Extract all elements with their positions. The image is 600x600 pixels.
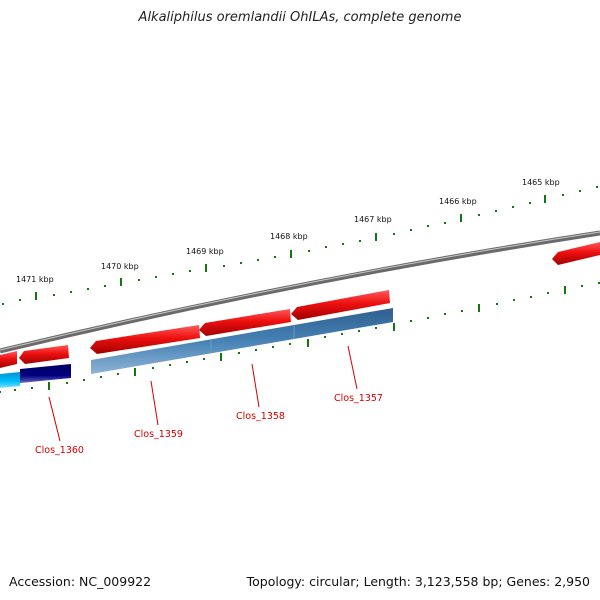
leader-clos-1357 bbox=[347, 345, 358, 390]
map-title: Alkaliphilus oremlandii OhILAs, complete… bbox=[138, 10, 462, 25]
inner-tick-ring bbox=[0, 282, 600, 393]
cds-forward-clos-1359[interactable] bbox=[90, 325, 200, 354]
kbp-label-1466: 1466 kbp bbox=[439, 197, 477, 206]
gene-label-clos-1358[interactable]: Clos_1358 bbox=[236, 411, 285, 422]
cds-forward-right-edge[interactable] bbox=[552, 242, 600, 265]
feature-navy[interactable] bbox=[20, 364, 71, 383]
cds-forward-clos-1358[interactable] bbox=[199, 309, 291, 336]
gene-label-clos-1360[interactable]: Clos_1360 bbox=[35, 445, 84, 456]
accession-text: Accession: NC_009922 bbox=[9, 574, 152, 589]
leader-clos-1359 bbox=[150, 380, 159, 426]
leader-clos-1360 bbox=[48, 396, 61, 442]
cds-forward-small[interactable] bbox=[19, 345, 69, 364]
gene-label-clos-1359[interactable]: Clos_1359 bbox=[134, 429, 183, 440]
kbp-label-1465: 1465 kbp bbox=[522, 178, 560, 187]
gene-label-clos-1357[interactable]: Clos_1357 bbox=[334, 393, 383, 404]
outer-tick-ring bbox=[2, 186, 598, 305]
kbp-label-1470: 1470 kbp bbox=[101, 262, 139, 271]
kbp-label-1467: 1467 kbp bbox=[354, 215, 392, 224]
cds-reverse-blue[interactable] bbox=[91, 308, 393, 374]
cds-forward-left-edge[interactable] bbox=[0, 351, 17, 368]
feature-cyan[interactable] bbox=[0, 372, 20, 388]
kbp-label-1471: 1471 kbp bbox=[16, 275, 54, 284]
leader-clos-1358 bbox=[251, 363, 260, 408]
genome-summary-text: Topology: circular; Length: 3,123,558 bp… bbox=[246, 574, 590, 589]
genome-backbone-highlight bbox=[0, 231, 600, 351]
kbp-label-1469: 1469 kbp bbox=[186, 247, 224, 256]
kbp-label-1468: 1468 kbp bbox=[270, 232, 308, 241]
genome-backbone bbox=[0, 230, 600, 354]
cds-forward-clos-1357[interactable] bbox=[291, 290, 390, 320]
